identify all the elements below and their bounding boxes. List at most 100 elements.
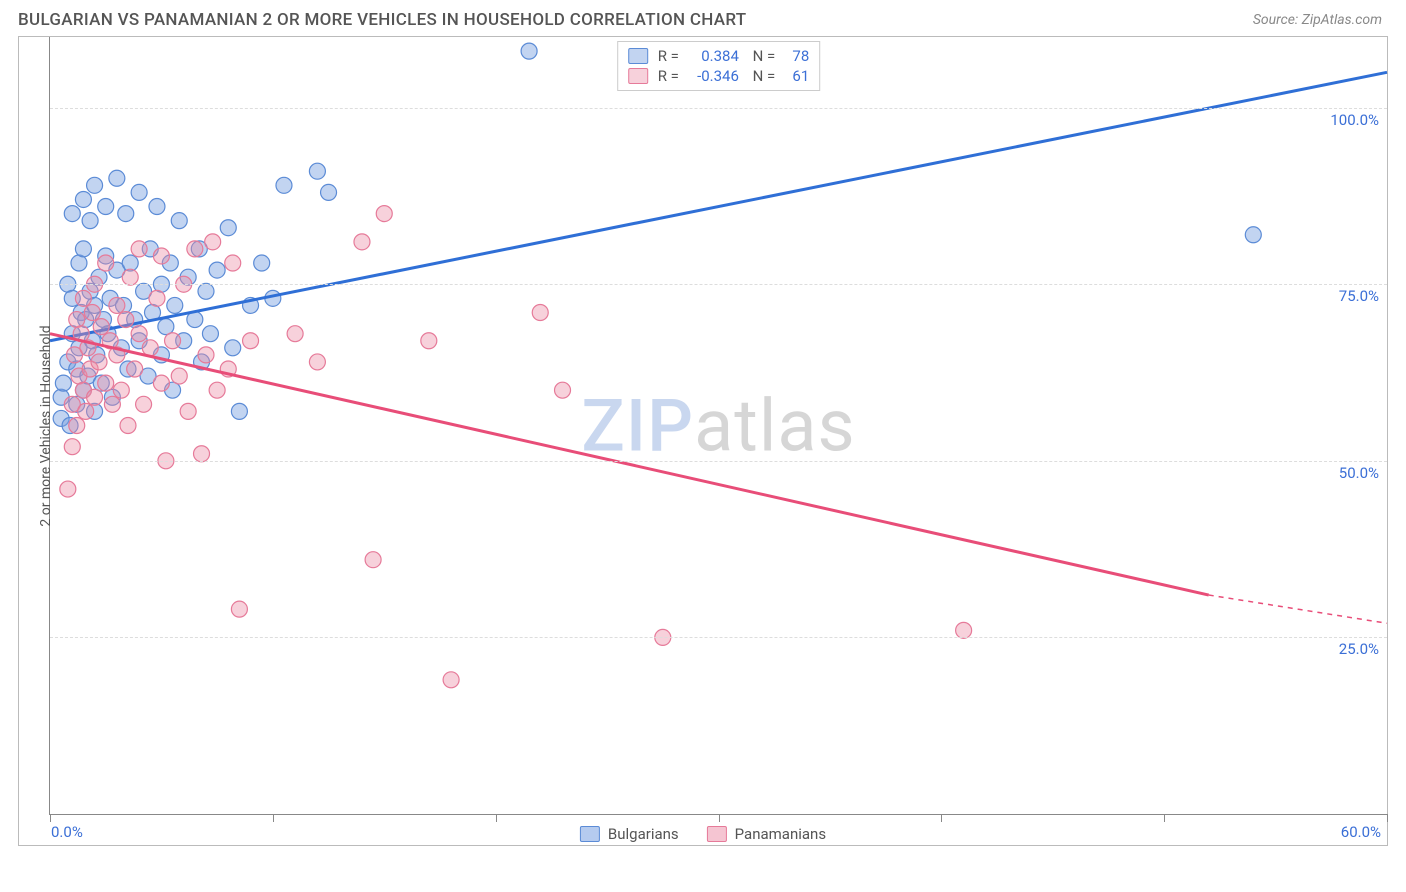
- r-label: R =: [658, 67, 679, 85]
- x-tick: [50, 814, 51, 822]
- x-tick: [1164, 814, 1165, 822]
- scatter-point: [91, 354, 107, 370]
- scatter-point: [55, 375, 71, 391]
- scatter-point: [87, 389, 103, 405]
- r-label: R =: [658, 47, 679, 65]
- scatter-point: [131, 184, 147, 200]
- chart-title: BULGARIAN VS PANAMANIAN 2 OR MORE VEHICL…: [18, 10, 746, 30]
- y-tick-label: 75.0%: [1339, 287, 1379, 305]
- scatter-point: [136, 396, 152, 412]
- scatter-point: [127, 361, 143, 377]
- regression-line-extrapolated: [1209, 595, 1387, 623]
- gridline: [50, 284, 1387, 285]
- scatter-point: [78, 403, 94, 419]
- scatter-point: [149, 290, 165, 306]
- scatter-point: [276, 177, 292, 193]
- scatter-point: [220, 220, 236, 236]
- scatter-point: [109, 297, 125, 313]
- scatter-point: [69, 312, 85, 328]
- scatter-point: [309, 354, 325, 370]
- legend-item-bulgarians: Bulgarians: [580, 825, 679, 843]
- plot-svg: [50, 37, 1387, 814]
- scatter-point: [1245, 227, 1261, 243]
- scatter-point: [98, 199, 114, 215]
- n-value-bulgarians: 78: [781, 47, 809, 65]
- scatter-point: [153, 248, 169, 264]
- scatter-point: [521, 43, 537, 59]
- y-tick-label: 25.0%: [1339, 640, 1379, 658]
- n-label: N =: [749, 47, 775, 65]
- gridline: [50, 461, 1387, 462]
- scatter-point: [231, 403, 247, 419]
- scatter-point: [180, 403, 196, 419]
- scatter-point: [321, 184, 337, 200]
- scatter-point: [109, 170, 125, 186]
- regression-line: [50, 334, 1209, 595]
- scatter-point: [142, 340, 158, 356]
- legend-label-panamanians: Panamanians: [735, 825, 826, 843]
- scatter-point: [365, 552, 381, 568]
- x-tick-label-max: 60.0%: [1341, 823, 1381, 841]
- scatter-point: [82, 213, 98, 229]
- scatter-point: [254, 255, 270, 271]
- swatch-panamanians: [628, 68, 648, 84]
- scatter-point: [198, 283, 214, 299]
- x-tick: [496, 814, 497, 822]
- y-tick-label: 50.0%: [1339, 464, 1379, 482]
- legend-item-panamanians: Panamanians: [707, 825, 826, 843]
- scatter-point: [209, 382, 225, 398]
- legend-swatch-panamanians: [707, 826, 727, 842]
- legend-swatch-bulgarians: [580, 826, 600, 842]
- bottom-legend: Bulgarians Panamanians: [580, 825, 826, 843]
- scatter-point: [443, 672, 459, 688]
- source-attribution: Source: ZipAtlas.com: [1253, 12, 1382, 28]
- scatter-point: [205, 234, 221, 250]
- scatter-point: [309, 163, 325, 179]
- scatter-point: [122, 269, 138, 285]
- scatter-point: [194, 446, 210, 462]
- scatter-point: [354, 234, 370, 250]
- stats-row-panamanians: R = -0.346 N = 61: [628, 66, 810, 86]
- scatter-point: [120, 418, 136, 434]
- scatter-point: [75, 290, 91, 306]
- legend-label-bulgarians: Bulgarians: [608, 825, 679, 843]
- x-tick: [719, 814, 720, 822]
- scatter-point: [376, 206, 392, 222]
- scatter-point: [171, 368, 187, 384]
- scatter-point: [153, 375, 169, 391]
- scatter-point: [149, 199, 165, 215]
- gridline: [50, 108, 1387, 109]
- scatter-point: [98, 375, 114, 391]
- n-value-panamanians: 61: [781, 67, 809, 85]
- y-tick-label: 100.0%: [1330, 111, 1379, 129]
- scatter-point: [98, 255, 114, 271]
- scatter-point: [187, 241, 203, 257]
- scatter-point: [118, 206, 134, 222]
- scatter-point: [113, 382, 129, 398]
- x-tick: [273, 814, 274, 822]
- plot-area: 2 or more Vehicles in Household ZIPatlas…: [49, 37, 1387, 815]
- x-tick: [1387, 814, 1388, 822]
- scatter-point: [202, 326, 218, 342]
- x-tick: [941, 814, 942, 822]
- scatter-point: [225, 340, 241, 356]
- scatter-point: [69, 418, 85, 434]
- scatter-point: [64, 439, 80, 455]
- scatter-point: [209, 262, 225, 278]
- scatter-point: [555, 382, 571, 398]
- scatter-point: [231, 601, 247, 617]
- scatter-point: [225, 255, 241, 271]
- scatter-point: [171, 213, 187, 229]
- stats-row-bulgarians: R = 0.384 N = 78: [628, 46, 810, 66]
- r-value-bulgarians: 0.384: [685, 47, 739, 65]
- scatter-point: [71, 255, 87, 271]
- swatch-bulgarians: [628, 48, 648, 64]
- scatter-point: [243, 333, 259, 349]
- scatter-point: [131, 326, 147, 342]
- scatter-point: [165, 333, 181, 349]
- scatter-point: [118, 312, 134, 328]
- chart-container: 2 or more Vehicles in Household ZIPatlas…: [18, 36, 1388, 846]
- scatter-point: [287, 326, 303, 342]
- scatter-point: [421, 333, 437, 349]
- scatter-point: [167, 297, 183, 313]
